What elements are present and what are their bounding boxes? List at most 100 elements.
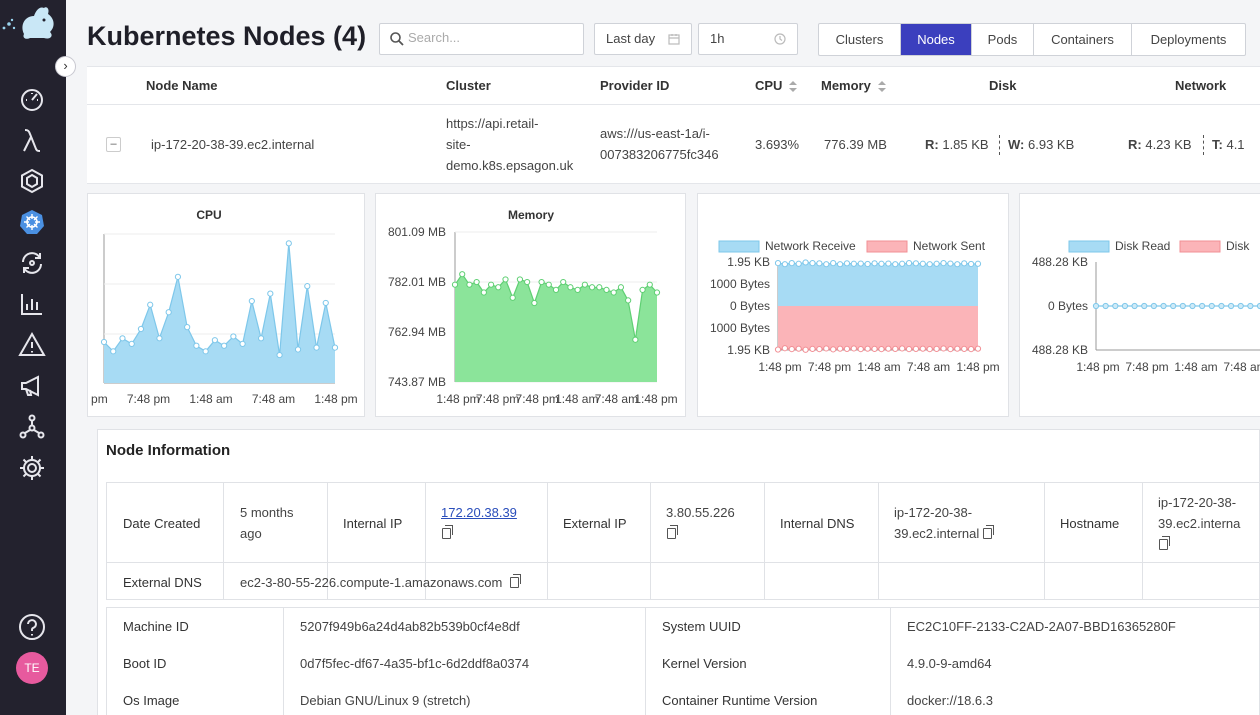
disk-read-label: R: (925, 137, 939, 152)
network-icon[interactable] (18, 413, 46, 441)
sort-icon[interactable] (789, 80, 798, 93)
column-header-disk[interactable]: Disk (989, 78, 1017, 93)
network-receive-series-point (899, 260, 906, 267)
tab-nodes[interactable]: Nodes (901, 24, 972, 55)
search-input[interactable] (408, 30, 578, 45)
help-icon[interactable] (18, 613, 46, 641)
column-header-cpu[interactable]: CPU (755, 78, 798, 93)
y-tick-label: 488.28 KB (1032, 343, 1088, 357)
legend-label: Disk Read (1115, 239, 1170, 253)
copy-icon[interactable] (667, 525, 678, 539)
disk-read-point (1237, 302, 1244, 310)
network-sent-series-point (809, 345, 816, 352)
legend-label: Network Receive (765, 239, 856, 253)
network-receive-series-point (968, 260, 975, 268)
memory-series-point (639, 286, 646, 294)
copy-icon[interactable] (983, 525, 995, 539)
cpu-series-point (184, 324, 191, 331)
memory-series-point (538, 278, 545, 286)
refresh-icon[interactable] (18, 249, 46, 277)
megaphone-icon[interactable] (18, 372, 46, 400)
disk-write-cell: W: 6.93 KB (1008, 134, 1074, 155)
logo-icon[interactable] (0, 2, 66, 46)
disk-read-point (1227, 302, 1235, 310)
disk-read-point (1112, 302, 1119, 310)
network-sent-series-point (871, 345, 878, 352)
internal-ip-link[interactable]: 172.20.38.39 (441, 505, 517, 520)
network-receive-series-point (885, 260, 892, 267)
column-header-cluster[interactable]: Cluster (446, 78, 491, 93)
network-sent-series-point (843, 345, 851, 352)
x-tick-label: 1:48 pm (634, 392, 677, 406)
column-header-provider-id[interactable]: Provider ID (600, 78, 670, 93)
memory-series-point (581, 281, 588, 288)
memory-cell: 776.39 MB (824, 137, 887, 152)
dashboard-icon[interactable] (18, 85, 46, 113)
network-receive-series-point (816, 260, 823, 267)
copy-icon[interactable] (1159, 536, 1170, 550)
net-receive-label: R: (1128, 137, 1142, 152)
copy-icon[interactable] (509, 574, 521, 588)
memory-series-point (502, 276, 509, 283)
sort-icon[interactable] (877, 80, 886, 93)
column-header-node-name[interactable]: Node Name (146, 78, 218, 93)
x-tick-label: 7:48 pm (1125, 360, 1168, 374)
view-tabs: Clusters Nodes Pods Containers Deploymen… (818, 23, 1246, 56)
system-uuid-label: System UUID (662, 619, 741, 634)
system-uuid-value: EC2C10FF-2133-C2AD-2A07-BBD16365280F (907, 619, 1176, 634)
copy-icon[interactable] (442, 525, 453, 539)
net-receive-cell: R: 4.23 KB (1128, 134, 1192, 155)
column-header-memory[interactable]: Memory (821, 78, 886, 93)
expand-sidebar-button[interactable]: › (55, 56, 76, 77)
network-sent-series-point (954, 345, 961, 352)
x-tick-label: 1:48 am (555, 392, 598, 406)
y-tick-label: 0 Bytes (730, 299, 770, 313)
node-name-cell[interactable]: ip-172-20-38-39.ec2.internal (151, 137, 315, 152)
cluster-line: https://api.retail- (446, 116, 539, 131)
memory-chart: Memory 801.09 MB 782.01 MB 762.94 MB 743.87 … (388, 208, 678, 406)
gear-icon[interactable] (18, 454, 46, 482)
network-receive-series-point (788, 260, 795, 267)
cpu-series-point (211, 337, 218, 344)
memory-chart-card: Memory 801.09 MB 782.01 MB 762.94 MB 743.87 … (375, 193, 686, 417)
net-transmit-value: 4.1 (1226, 137, 1245, 152)
memory-series-point (495, 284, 502, 291)
y-tick-label: 0 Bytes (1048, 299, 1088, 313)
collapse-row-button[interactable]: – (106, 137, 121, 152)
disk-read-cell: R: 1.85 KB (925, 134, 989, 155)
network-sent-series-point (968, 346, 975, 353)
cpu-series-point (285, 240, 292, 247)
cpu-series-point (304, 283, 311, 290)
network-sent-series-point (781, 345, 788, 352)
lambda-icon[interactable] (18, 126, 46, 154)
x-tick-label: 7:48 am (595, 392, 638, 406)
disk-read-value: 1.85 KB (942, 137, 989, 152)
tab-clusters[interactable]: Clusters (819, 24, 901, 55)
external-ip-value: 3.80.55.226 (666, 502, 735, 544)
time-range-select[interactable]: Last day (594, 23, 692, 55)
external-ip-label: External IP (563, 516, 627, 531)
hostname-line: 39.ec2.interna (1158, 516, 1241, 531)
tab-containers[interactable]: Containers (1034, 24, 1132, 55)
disk-read-point (1102, 302, 1109, 310)
network-sent-series-point (816, 346, 823, 353)
tab-deployments[interactable]: Deployments (1150, 32, 1227, 47)
network-chart-card: Network Receive Network Sent 1.95 KB 1000 B… (697, 193, 1009, 417)
legend-label: Network Sent (913, 239, 986, 253)
network-receive-series-point (926, 261, 933, 268)
kubernetes-icon[interactable] (18, 208, 46, 236)
bar-chart-icon[interactable] (18, 290, 46, 318)
network-receive-series-point (974, 260, 982, 267)
tab-pods[interactable]: Pods (972, 24, 1034, 55)
cpu-series-point (147, 301, 154, 308)
avatar[interactable]: TE (16, 652, 48, 684)
search-box[interactable] (379, 23, 584, 55)
hexagon-icon[interactable] (18, 167, 46, 195)
interval-select[interactable]: 1h (698, 23, 798, 55)
memory-series-point (567, 284, 574, 291)
provider-id-line: 007383206775fc346 (600, 147, 719, 162)
cluster-cell: https://api.retail- site- demo.k8s.epsag… (446, 113, 573, 176)
external-dns-value: ec2-3-80-55-226.compute-1.amazonaws.com (240, 572, 521, 593)
column-header-network[interactable]: Network (1175, 78, 1227, 93)
warning-icon[interactable] (18, 331, 46, 359)
